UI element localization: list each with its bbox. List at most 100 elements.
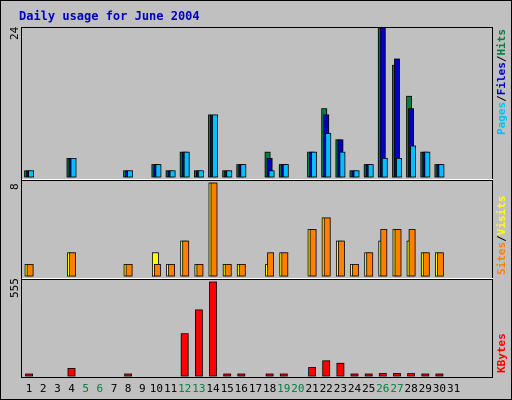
x-tick-label-day-1: 1: [26, 382, 33, 395]
x-axis-day-labels: 1 2 3 4 5 6 7 8 9 10 11 12 13 14 15 16 17 18 19 20 21 22 23 24 2…: [26, 382, 460, 395]
x-tick-label-day-10: 10: [150, 382, 163, 395]
legend-part-hits-files-pages-3: /: [495, 55, 508, 62]
x-tick-label-day-25: 25: [362, 382, 375, 395]
bar-visits-sites-sites-day-21: [309, 229, 317, 277]
legend-label-kbytes: KBytes: [495, 333, 508, 373]
bar-hits-files-pages-pages-day-15: [226, 170, 233, 178]
x-tick-label-day-3: 3: [54, 382, 61, 395]
x-tick-label-day-11: 11: [164, 382, 177, 395]
x-tick-label-day-12: 12: [178, 382, 191, 395]
bar-kbytes-kbytes-day-14: [209, 281, 217, 377]
x-tick-label-day-21: 21: [305, 382, 318, 395]
bar-hits-files-pages-pages-day-26: [381, 157, 388, 178]
bar-hits-files-pages-pages-day-28: [410, 145, 417, 178]
bar-visits-sites-sites-day-23: [337, 240, 345, 277]
bar-visits-sites-sites-day-22: [323, 217, 331, 277]
bar-visits-sites-sites-day-4: [69, 252, 76, 277]
x-tick-label-day-18: 18: [263, 382, 276, 395]
x-tick-label-day-9: 9: [139, 382, 146, 395]
legend-part-visits-sites-2: Visits: [495, 196, 508, 236]
x-tick-label-day-5: 5: [82, 382, 89, 395]
bar-hits-files-pages-pages-day-22: [325, 133, 332, 178]
bar-hits-files-pages-pages-day-25: [367, 164, 374, 178]
bar-kbytes-kbytes-day-29: [421, 373, 430, 377]
bar-visits-sites-sites-day-27: [394, 229, 402, 277]
bar-visits-sites-sites-day-16: [238, 263, 246, 277]
bar-kbytes-kbytes-day-1: [25, 373, 34, 377]
bar-kbytes-kbytes-day-19: [279, 373, 288, 377]
bar-kbytes-kbytes-day-18: [265, 373, 274, 377]
bar-visits-sites-sites-day-14: [210, 182, 218, 277]
bar-visits-sites-sites-day-25: [366, 252, 374, 277]
x-tick-label-day-4: 4: [68, 382, 75, 395]
bars-layer: [24, 27, 445, 377]
legend-label-hits-files-pages: Pages/Files/Hits: [495, 29, 508, 135]
x-tick-label-day-23: 23: [334, 382, 347, 395]
bar-kbytes-kbytes-day-4: [67, 367, 76, 377]
bar-visits-sites-sites-day-13: [196, 263, 204, 277]
legend-part-kbytes-0: KBytes: [495, 333, 508, 373]
bar-hits-files-pages-pages-day-23: [339, 151, 346, 178]
x-tick-label-day-13: 13: [192, 382, 205, 395]
bar-hits-files-pages-pages-day-24: [353, 170, 360, 178]
bar-hits-files-pages-pages-day-18: [268, 170, 275, 178]
bar-hits-files-pages-pages-day-10: [155, 164, 162, 178]
bar-visits-sites-sites-day-28: [408, 229, 416, 277]
bar-visits-sites-sites-day-24: [352, 263, 359, 277]
bar-visits-sites-sites-day-8: [125, 263, 133, 277]
ymax-label-top: 24: [8, 26, 21, 40]
legend-part-hits-files-pages-0: Pages: [495, 102, 508, 135]
ymax-label-middle: 8: [8, 183, 21, 190]
x-tick-label-day-29: 29: [419, 382, 432, 395]
chart-title: Daily usage for June 2004: [19, 9, 200, 23]
bar-visits-sites-sites-day-12: [182, 240, 190, 277]
bar-hits-files-pages-pages-day-8: [127, 170, 133, 178]
bar-kbytes-kbytes-day-15: [223, 373, 232, 377]
bar-kbytes-kbytes-day-28: [407, 373, 416, 377]
bar-visits-sites-sites-day-18: [267, 252, 275, 277]
bar-hits-files-pages-pages-day-16: [240, 164, 247, 178]
panel-frames: [21, 27, 493, 378]
bar-visits-sites-sites-day-15: [224, 263, 232, 277]
bar-visits-sites-sites-day-30: [436, 252, 444, 277]
legend-part-visits-sites-0: Sites: [495, 242, 508, 275]
legend-part-hits-files-pages-2: Files: [495, 62, 508, 95]
bar-kbytes-kbytes-day-12: [180, 333, 189, 377]
x-tick-label-day-27: 27: [390, 382, 403, 395]
ymax-label-bottom: 555: [8, 278, 21, 298]
x-tick-label-day-14: 14: [206, 382, 220, 395]
x-tick-label-day-30: 30: [433, 382, 446, 395]
bar-hits-files-pages-pages-day-12: [183, 151, 190, 178]
bar-visits-sites-sites-day-19: [281, 252, 289, 277]
panel-frame-bottom: [21, 279, 493, 378]
legend-label-visits-sites: Sites/Visits: [495, 196, 508, 276]
bar-hits-files-pages-pages-day-29: [424, 151, 431, 178]
x-tick-label-day-24: 24: [348, 382, 362, 395]
x-tick-label-day-26: 26: [376, 382, 389, 395]
bar-kbytes-kbytes-day-24: [350, 373, 359, 377]
bar-kbytes-kbytes-day-8: [124, 373, 132, 377]
bar-hits-files-pages-pages-day-1: [28, 170, 35, 178]
x-tick-label-day-7: 7: [111, 382, 118, 395]
x-tick-label-day-17: 17: [249, 382, 262, 395]
x-tick-label-day-31: 31: [447, 382, 460, 395]
bar-hits-files-pages-pages-day-11: [169, 170, 176, 178]
x-tick-label-day-16: 16: [235, 382, 248, 395]
x-tick-label-day-19: 19: [277, 382, 290, 395]
bar-hits-files-pages-pages-day-19: [282, 164, 289, 178]
bar-hits-files-pages-pages-day-27: [396, 157, 402, 178]
x-tick-label-day-28: 28: [404, 382, 417, 395]
legend-part-visits-sites-1: /: [495, 235, 508, 242]
bar-kbytes-kbytes-day-16: [237, 373, 246, 377]
bar-kbytes-kbytes-day-21: [308, 367, 317, 377]
bar-hits-files-pages-pages-day-21: [311, 151, 318, 178]
bar-hits-files-pages-pages-day-4: [70, 157, 77, 178]
bar-hits-files-pages-pages-day-14: [212, 114, 218, 178]
x-tick-label-day-22: 22: [320, 382, 333, 395]
legend-part-hits-files-pages-1: /: [495, 95, 508, 102]
bar-visits-sites-sites-day-29: [422, 252, 430, 277]
